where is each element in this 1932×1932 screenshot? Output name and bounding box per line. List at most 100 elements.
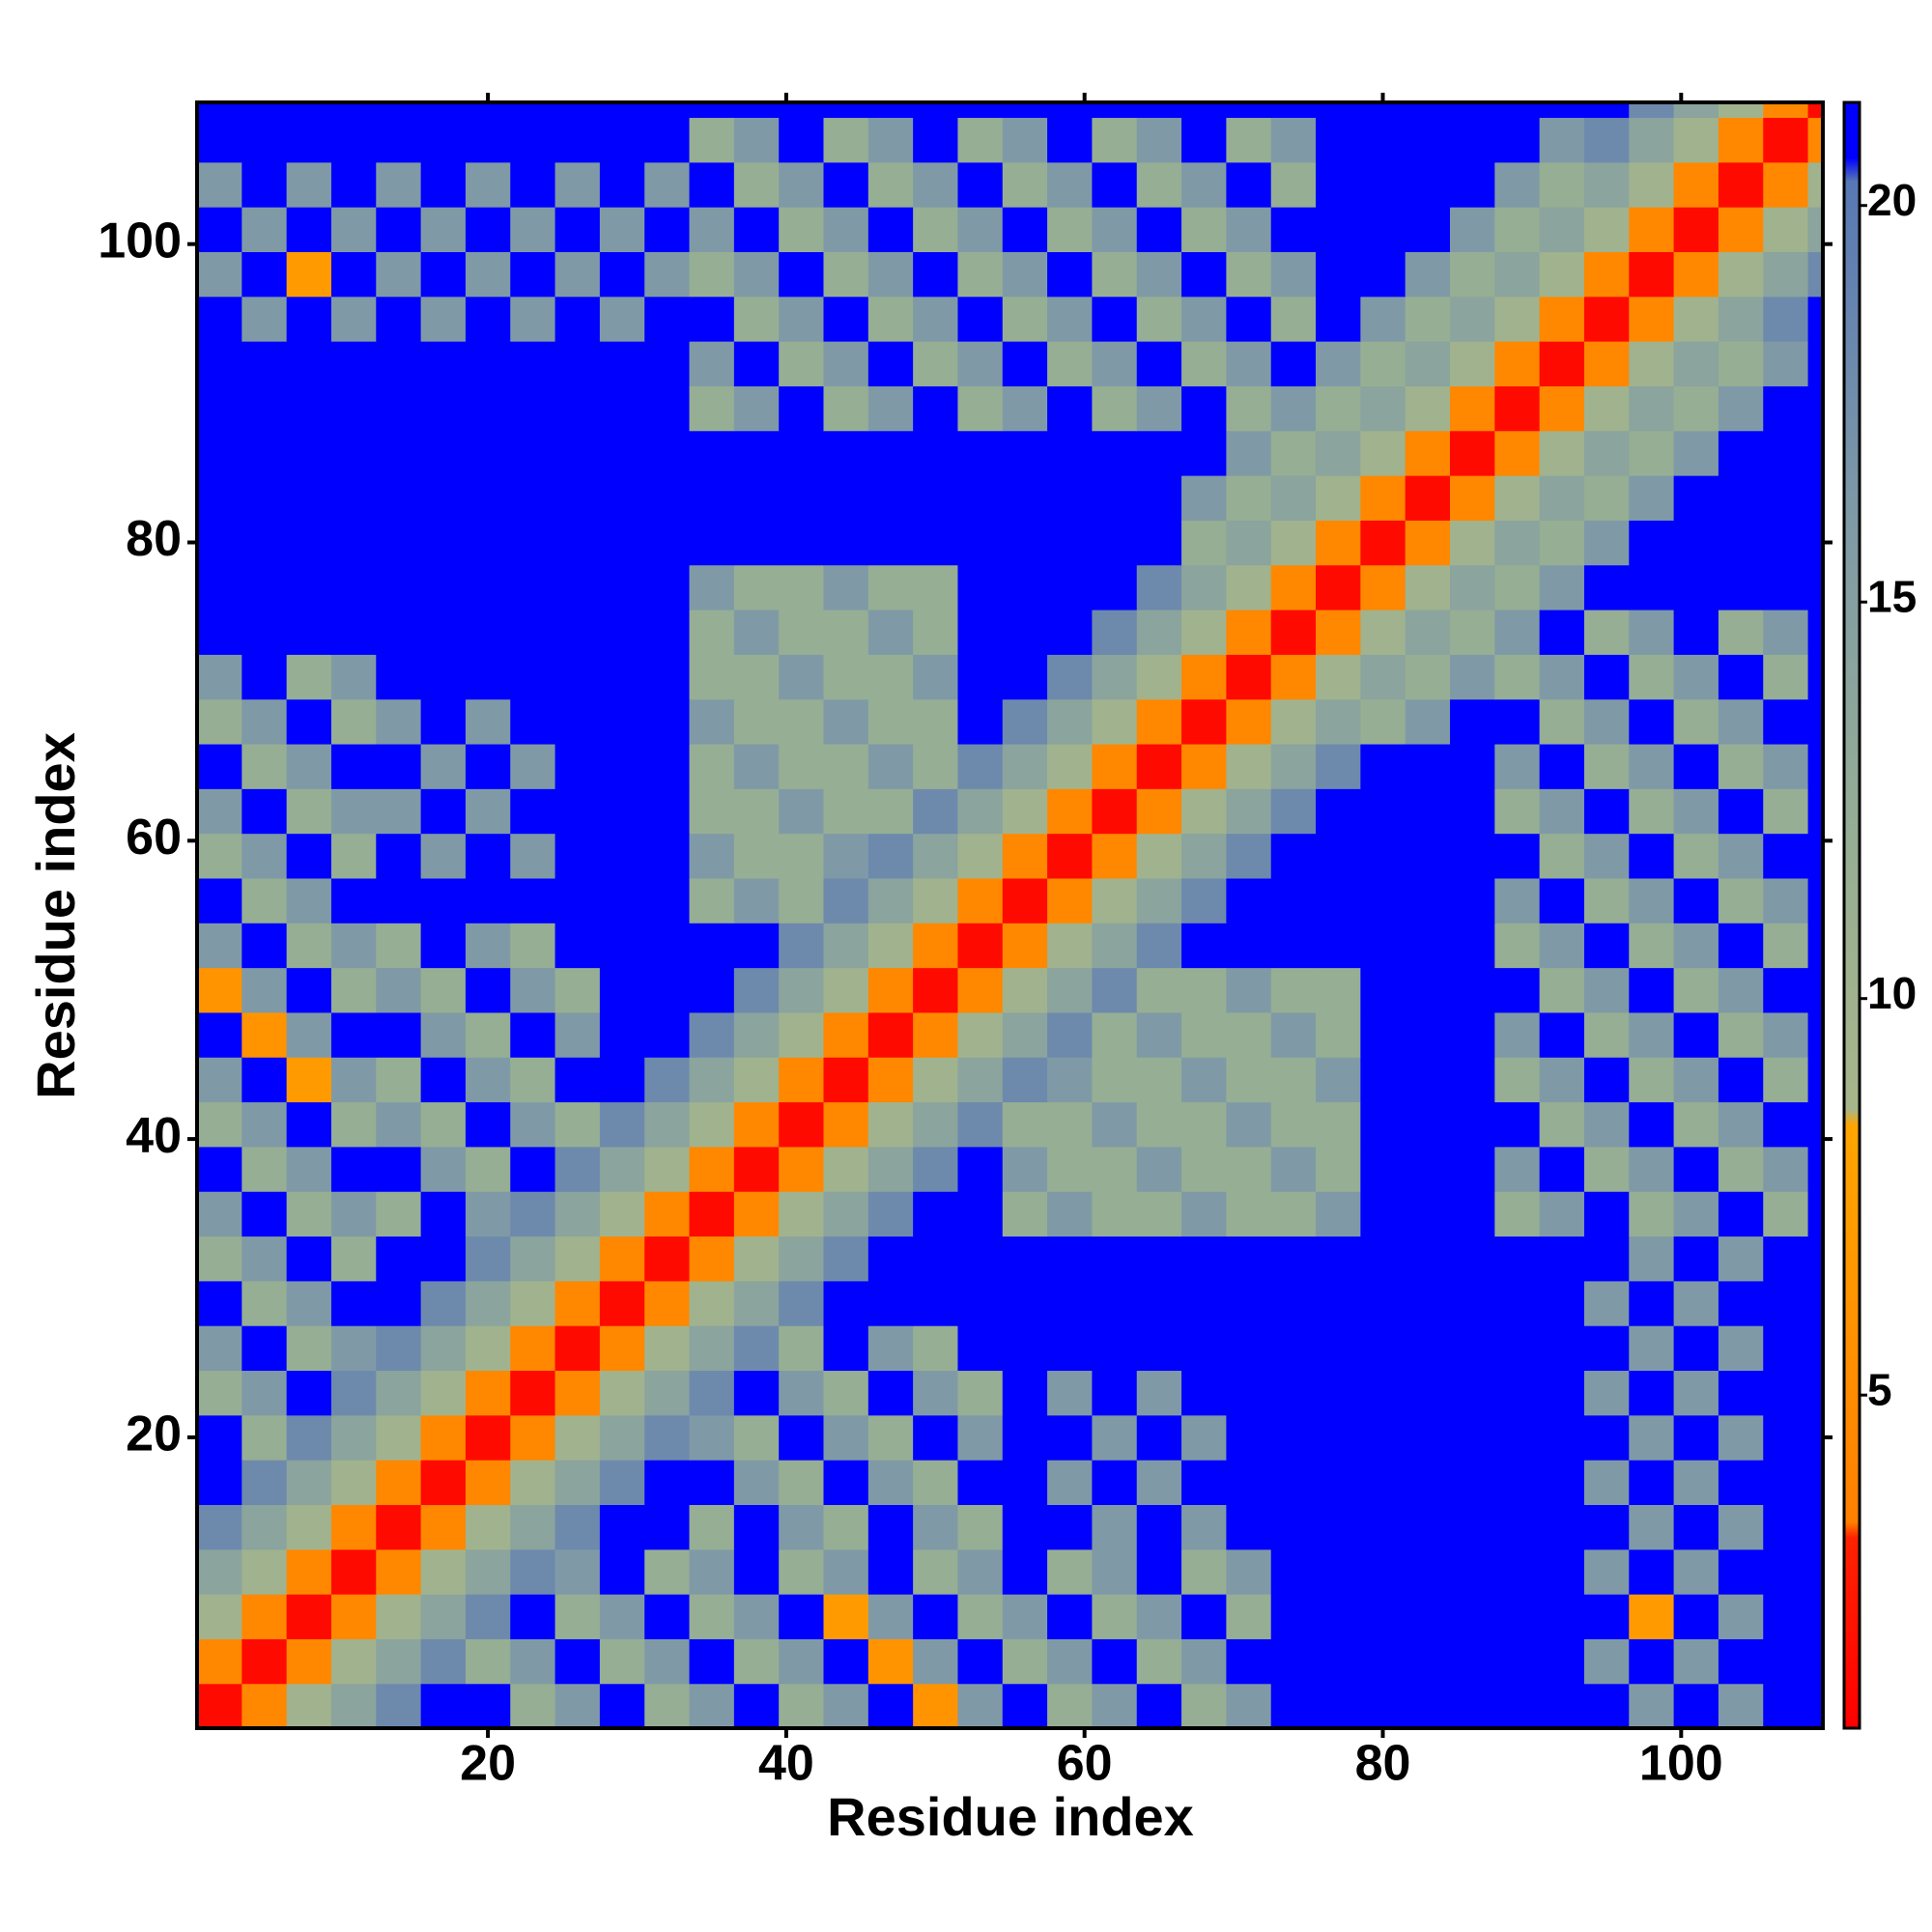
- heatmap-cell: [1092, 1414, 1138, 1461]
- heatmap-cell: [242, 1594, 288, 1639]
- heatmap-cell: [1673, 341, 1719, 386]
- heatmap-cell: [1539, 923, 1585, 969]
- heatmap-cell: [465, 1370, 511, 1416]
- heatmap-cell: [599, 564, 645, 611]
- heatmap-cell: [1718, 1011, 1764, 1058]
- heatmap-cell: [1002, 385, 1048, 432]
- heatmap-cell: [779, 1011, 825, 1058]
- heatmap-cell: [913, 161, 959, 208]
- heatmap-cell: [913, 102, 959, 119]
- heatmap-cell: [242, 1236, 288, 1282]
- heatmap-cell: [913, 877, 959, 923]
- heatmap-cell: [1047, 251, 1094, 298]
- heatmap-cell: [1583, 1683, 1630, 1729]
- heatmap-cell: [823, 1504, 869, 1550]
- heatmap-cell: [867, 1638, 914, 1685]
- heatmap-cell: [1316, 117, 1361, 163]
- heatmap-cell: [1047, 1011, 1094, 1058]
- heatmap-cell: [465, 341, 511, 386]
- heatmap-cell: [1405, 1504, 1451, 1550]
- heatmap-cell: [1629, 743, 1675, 789]
- heatmap-cell: [242, 698, 288, 745]
- heatmap-cell: [779, 788, 825, 835]
- heatmap-cell: [197, 1548, 242, 1595]
- heatmap-cell: [420, 788, 467, 835]
- heatmap-cell: [1629, 1011, 1675, 1058]
- heatmap-cell: [286, 1011, 332, 1058]
- heatmap-cell: [554, 923, 601, 969]
- heatmap-cell: [1181, 1370, 1227, 1416]
- heatmap-cell: [779, 877, 825, 923]
- heatmap-cell: [376, 1011, 422, 1058]
- heatmap-cell: [1629, 788, 1675, 835]
- heatmap-cell: [644, 385, 691, 432]
- heatmap-cell: [1181, 1011, 1227, 1058]
- heatmap-cell: [330, 1683, 377, 1729]
- heatmap-cell: [1405, 1325, 1451, 1372]
- heatmap-cell: [1226, 341, 1272, 386]
- heatmap-cell: [599, 833, 645, 879]
- heatmap-cell: [1136, 385, 1182, 432]
- heatmap-cell: [465, 564, 511, 611]
- heatmap-cell: [1002, 430, 1048, 476]
- heatmap-cell: [957, 877, 1004, 923]
- heatmap-cell: [599, 1414, 645, 1461]
- heatmap-cell: [554, 877, 601, 923]
- heatmap-cell: [554, 743, 601, 789]
- heatmap-cell: [823, 341, 869, 386]
- heatmap-cell: [1807, 296, 1824, 342]
- heatmap-cell: [867, 609, 914, 655]
- heatmap-cell: [957, 430, 1004, 476]
- heatmap-cell: [420, 1280, 467, 1326]
- heatmap-cell: [1807, 833, 1824, 879]
- heatmap-cell: [420, 341, 467, 386]
- heatmap-cell: [242, 1146, 288, 1192]
- heatmap-cell: [599, 609, 645, 655]
- heatmap-cell: [1226, 1460, 1272, 1505]
- heatmap-cell: [1583, 833, 1630, 879]
- heatmap-cell: [465, 1638, 511, 1685]
- heatmap-cell: [644, 967, 691, 1013]
- heatmap-cell: [644, 1236, 691, 1282]
- heatmap-cell: [465, 609, 511, 655]
- heatmap-cell: [1270, 877, 1317, 923]
- heatmap-cell: [1494, 520, 1541, 566]
- heatmap-cell: [913, 296, 959, 342]
- heatmap-cell: [733, 117, 780, 163]
- heatmap-cell: [1270, 1504, 1317, 1550]
- heatmap-cell: [286, 1236, 332, 1282]
- heatmap-cell: [644, 1370, 691, 1416]
- heatmap-cell: [1270, 967, 1317, 1013]
- heatmap-cell: [1270, 341, 1317, 386]
- heatmap-cell: [1316, 1011, 1361, 1058]
- heatmap-cell: [286, 207, 332, 253]
- heatmap-cell: [286, 1370, 332, 1416]
- heatmap-cell: [1405, 296, 1451, 342]
- heatmap-cell: [779, 296, 825, 342]
- heatmap-cell: [420, 967, 467, 1013]
- heatmap-cell: [1494, 698, 1541, 745]
- heatmap-cell: [1002, 923, 1048, 969]
- heatmap-cell: [1494, 207, 1541, 253]
- heatmap-cell: [913, 743, 959, 789]
- heatmap-cell: [1718, 698, 1764, 745]
- heatmap-cell: [1629, 564, 1675, 611]
- heatmap-cell: [1360, 520, 1406, 566]
- heatmap-cell: [779, 923, 825, 969]
- heatmap-cell: [1181, 1683, 1227, 1729]
- heatmap-cell: [1807, 475, 1824, 521]
- heatmap-cell: [1270, 1370, 1317, 1416]
- heatmap-cell: [1583, 475, 1630, 521]
- heatmap-cell: [376, 698, 422, 745]
- heatmap-cell: [1405, 788, 1451, 835]
- heatmap-cell: [1673, 788, 1719, 835]
- heatmap-cell: [510, 1414, 556, 1461]
- heatmap-cell: [644, 1101, 691, 1148]
- heatmap-cell: [1405, 117, 1451, 163]
- heatmap-cell: [1360, 743, 1406, 789]
- heatmap-cell: [1316, 877, 1361, 923]
- heatmap-cell: [1673, 161, 1719, 208]
- heatmap-cell: [376, 564, 422, 611]
- heatmap-cell: [465, 967, 511, 1013]
- heatmap-cell: [1449, 788, 1495, 835]
